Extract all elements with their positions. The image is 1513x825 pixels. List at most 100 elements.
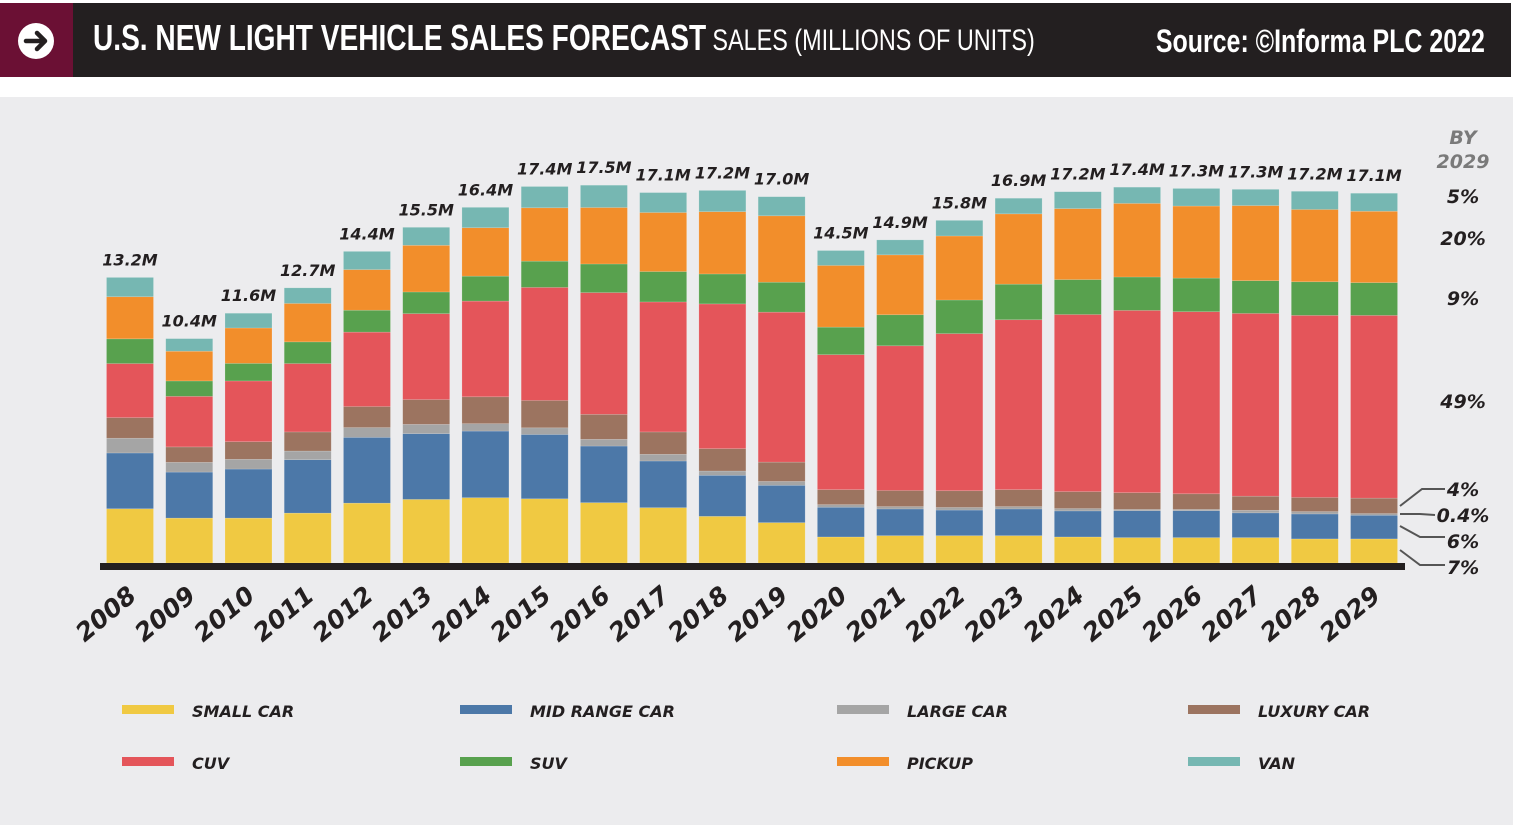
bar-segment-cuv: [757, 311, 806, 463]
share-label-large-car: 0.4%: [1437, 505, 1490, 527]
bar-segment-suv: [402, 291, 451, 314]
x-axis-line: [100, 563, 1405, 570]
bar-segment-van: [106, 277, 154, 298]
bar-segment-mid-range-car: [402, 433, 451, 500]
bar-segment-small-car: [698, 516, 747, 564]
legend-label: SMALL CAR: [192, 702, 294, 721]
bar-segment-cuv: [461, 300, 510, 398]
total-label: 17.1M: [635, 166, 690, 185]
year-label: 2020: [781, 580, 853, 647]
bar-segment-luxury-car: [1054, 491, 1102, 509]
bar-segment-small-car: [165, 517, 214, 564]
bar-segment-mid-range-car: [580, 445, 628, 503]
bar-segment-pickup: [580, 207, 628, 265]
bar-segment-suv: [224, 363, 273, 382]
bar-segment-van: [343, 251, 391, 270]
bar-segment-large-car: [106, 437, 154, 454]
total-label: 17.5M: [576, 158, 631, 177]
arrow-button[interactable]: [0, 3, 73, 77]
bar-segment-mid-range-car: [106, 452, 154, 510]
legend-label: LARGE CAR: [907, 702, 1008, 721]
year-label: 2016: [544, 580, 616, 647]
bar-segment-large-car: [1231, 509, 1280, 514]
bar-segment-cuv: [639, 301, 687, 433]
year-label: 2028: [1255, 580, 1327, 647]
bar-segment-small-car: [876, 535, 924, 564]
year-label: 2019: [722, 580, 794, 647]
bar-segment-pickup: [757, 215, 806, 283]
bar-segment-large-car: [817, 504, 865, 508]
bar-segment-luxury-car: [283, 431, 332, 452]
bar-segment-large-car: [402, 424, 451, 434]
bar-segment-pickup: [1054, 208, 1102, 280]
year-label: 2009: [129, 580, 201, 647]
bar-segment-small-car: [757, 522, 806, 564]
total-label: 17.1M: [1346, 166, 1401, 185]
bar-segment-suv: [757, 281, 806, 313]
year-label: 2017: [603, 580, 675, 647]
total-label: 15.8M: [932, 193, 987, 212]
bar-segment-pickup: [994, 213, 1043, 285]
bar-segment-mid-range-car: [757, 485, 806, 523]
bar-segment-suv: [1054, 279, 1102, 315]
bar-segment-mid-range-car: [876, 508, 924, 536]
share-heading: 2029: [1437, 151, 1490, 173]
legend-swatch: [837, 705, 889, 714]
year-label: 2026: [1136, 580, 1208, 647]
legend-swatch: [1188, 757, 1240, 766]
bar-segment-van: [1054, 191, 1102, 209]
bar-segment-suv: [343, 309, 391, 333]
bar-segment-cuv: [1291, 315, 1339, 498]
bar-segment-mid-range-car: [343, 437, 391, 504]
legend-label: VAN: [1258, 754, 1296, 773]
bar-segment-van: [1291, 190, 1339, 210]
bar-segment-suv: [994, 283, 1043, 321]
bar-segment-cuv: [520, 287, 569, 401]
share-label-small-car: 7%: [1447, 557, 1479, 579]
bar-segment-luxury-car: [1231, 495, 1280, 511]
bar-segment-suv: [283, 341, 332, 364]
bar-segment-suv: [876, 314, 924, 347]
bar-segment-van: [520, 186, 569, 209]
legend-label: SUV: [530, 754, 569, 773]
bar-segment-van: [1172, 188, 1221, 207]
year-label: 2027: [1195, 580, 1267, 647]
total-label: 17.2M: [1050, 165, 1105, 184]
bar-segment-pickup: [224, 327, 273, 364]
bar-segment-pickup: [935, 235, 984, 301]
bar-segment-luxury-car: [994, 489, 1043, 507]
bar-segment-luxury-car: [165, 446, 214, 463]
total-label: 11.6M: [221, 286, 276, 305]
bar-segment-large-car: [639, 453, 687, 462]
legend-swatch: [122, 705, 174, 714]
bar-segment-suv: [165, 380, 214, 397]
total-label: 16.4M: [458, 180, 513, 199]
bar-segment-suv: [1231, 280, 1280, 314]
chart-subtitle: SALES (MILLIONS OF UNITS): [712, 24, 1035, 57]
bar-segment-mid-range-car: [935, 509, 984, 536]
bar-segment-mid-range-car: [1231, 512, 1280, 538]
bar-segment-van: [580, 184, 628, 208]
bar-segment-small-car: [461, 497, 510, 564]
bar-segment-pickup: [165, 350, 214, 382]
share-heading: BY: [1449, 127, 1478, 149]
bar-segment-van: [935, 220, 984, 237]
total-label: 17.3M: [1169, 161, 1224, 180]
total-label: 16.9M: [991, 171, 1046, 190]
bar-segment-luxury-car: [876, 490, 924, 507]
bar-segment-suv: [1291, 281, 1339, 316]
bar-segment-cuv: [224, 380, 273, 442]
bar-segment-mid-range-car: [994, 508, 1043, 536]
bar-segment-small-car: [224, 517, 273, 564]
bar-segment-small-car: [1172, 537, 1221, 564]
bar-segment-cuv: [698, 303, 747, 449]
bar-segment-mid-range-car: [1172, 510, 1221, 538]
bar-segment-luxury-car: [817, 489, 865, 505]
bar-segment-van: [994, 197, 1043, 215]
bar-segment-suv: [520, 260, 569, 288]
bar-segment-luxury-car: [698, 448, 747, 472]
bar-segment-pickup: [461, 227, 510, 277]
legend-label: PICKUP: [907, 754, 973, 773]
bar-segment-van: [1350, 192, 1398, 212]
bar-segment-mid-range-car: [224, 468, 273, 519]
